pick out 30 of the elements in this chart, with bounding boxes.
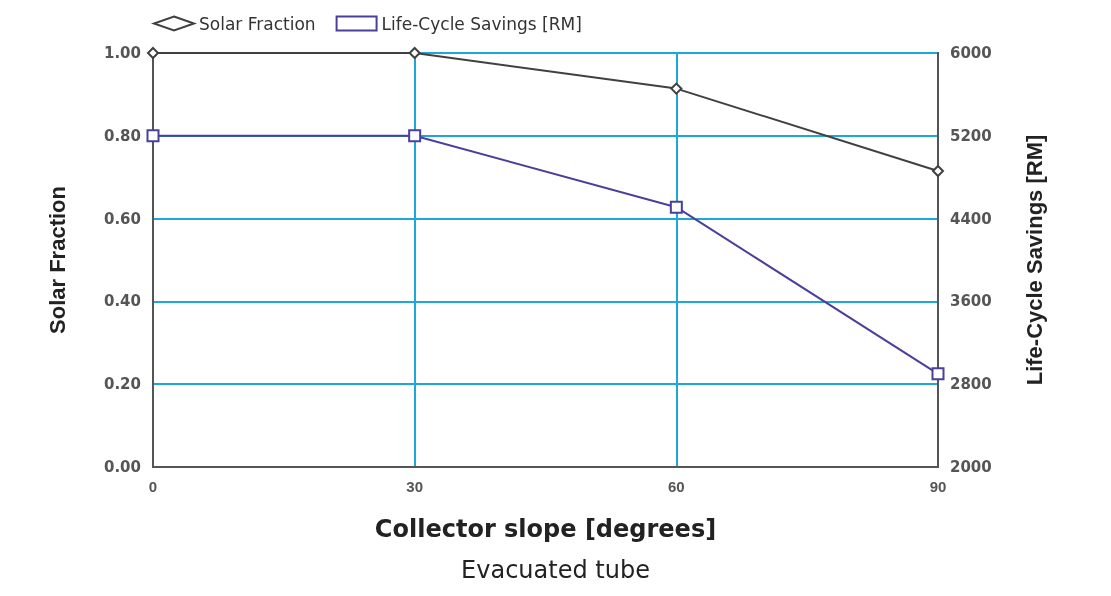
y-tick-label: 0.40 bbox=[103, 292, 141, 311]
x-tick-label: 60 bbox=[667, 478, 685, 495]
point bbox=[408, 129, 422, 143]
y-tick-label: 1.00 bbox=[103, 44, 141, 62]
y2-axis-title: Life-Cycle Savings [RM] bbox=[1021, 134, 1047, 386]
y-tick-label: 0.00 bbox=[103, 458, 141, 476]
point bbox=[147, 47, 159, 59]
y-tick-label: 0.60 bbox=[103, 209, 141, 228]
y-axis-title: Solar Fraction bbox=[44, 186, 70, 334]
x-tick-label: 30 bbox=[406, 478, 424, 495]
y2-tick-label: 2800 bbox=[950, 375, 992, 394]
legend-label: Life-Cycle Savings [RM] bbox=[381, 13, 582, 34]
y-tick-label: 0.80 bbox=[103, 126, 141, 145]
x-tick-label: 90 bbox=[929, 478, 947, 495]
point bbox=[932, 164, 944, 177]
point bbox=[669, 200, 683, 214]
point bbox=[408, 47, 421, 59]
y2-tick-label: 2000 bbox=[950, 458, 992, 476]
y2-tick-label: 4400 bbox=[950, 209, 992, 228]
y-tick-label: 0.20 bbox=[103, 375, 141, 394]
point bbox=[146, 129, 160, 143]
y2-tick-label: 3600 bbox=[950, 292, 992, 311]
point bbox=[931, 367, 945, 381]
y2-tick-label: 5200 bbox=[950, 126, 992, 145]
x-axis-title: Collector slope [degrees] bbox=[374, 515, 717, 543]
point bbox=[670, 82, 683, 95]
x-tick-label: 0 bbox=[148, 478, 158, 495]
legend-label: Solar Fraction bbox=[199, 13, 316, 34]
y2-tick-label: 6000 bbox=[950, 44, 992, 62]
text: Evacuated tube bbox=[461, 556, 650, 584]
